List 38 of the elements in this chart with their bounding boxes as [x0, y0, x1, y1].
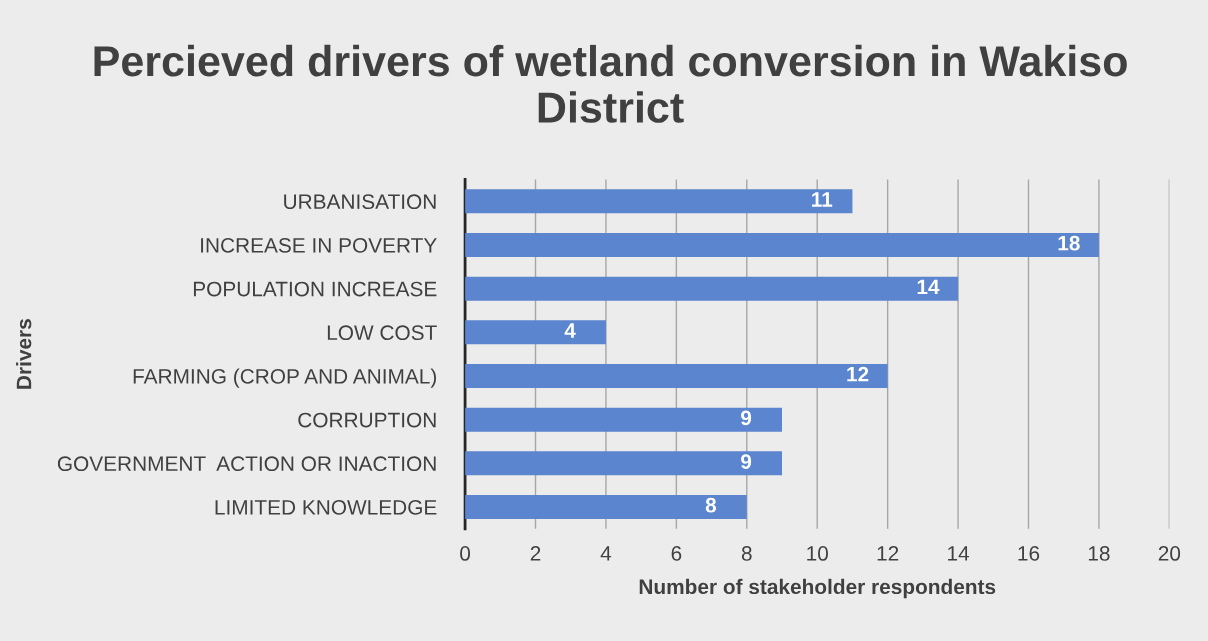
bar [465, 407, 782, 432]
x-tick-label: 4 [600, 546, 612, 561]
bar [465, 363, 888, 388]
bar [465, 232, 1099, 257]
chart-title: Percieved drivers of wetland conversion in Wakiso District [94, 44, 1127, 123]
x-tick-label: 20 [1158, 546, 1181, 561]
x-tick-label: 6 [671, 546, 682, 561]
x-tick-label: 2 [530, 546, 541, 561]
y-axis-title: Drivers [16, 319, 32, 389]
data-label: 9 [741, 410, 752, 426]
y-tick-label: LIMITED KNOWLEDGE [215, 499, 437, 515]
x-tick-label: 0 [460, 546, 471, 561]
y-tick-label: FARMING (CROP AND ANIMAL) [133, 368, 437, 388]
bar [465, 189, 853, 214]
y-tick-label: INCREASE IN POVERTY [201, 237, 437, 253]
x-tick-label: 16 [1018, 546, 1040, 561]
x-axis-title: Number of stakeholder respondents [639, 578, 996, 599]
bar [465, 276, 959, 301]
data-label: 14 [917, 279, 940, 295]
x-tick-label: 8 [741, 546, 752, 561]
data-label: 11 [812, 192, 833, 207]
data-label: 4 [564, 323, 576, 338]
x-tick-label: 10 [807, 546, 828, 561]
x-tick-label: 12 [877, 546, 899, 561]
x-tick-label: 14 [948, 546, 970, 561]
y-tick-label: POPULATION INCREASE [193, 281, 437, 297]
data-label: 8 [705, 497, 717, 513]
x-tick-label: 18 [1088, 546, 1110, 561]
bar [465, 494, 747, 519]
y-tick-label: LOW COST [327, 325, 437, 341]
bar [465, 320, 606, 345]
y-tick-label: URBANISATION [284, 194, 436, 210]
y-tick-label: CORRUPTION [298, 412, 436, 428]
y-tick-label: GOVERNMENT ACTION OR INACTION [57, 456, 436, 472]
data-label: 9 [741, 454, 752, 469]
bar [465, 451, 782, 476]
data-label: 12 [847, 366, 869, 382]
data-label: 18 [1058, 235, 1080, 251]
